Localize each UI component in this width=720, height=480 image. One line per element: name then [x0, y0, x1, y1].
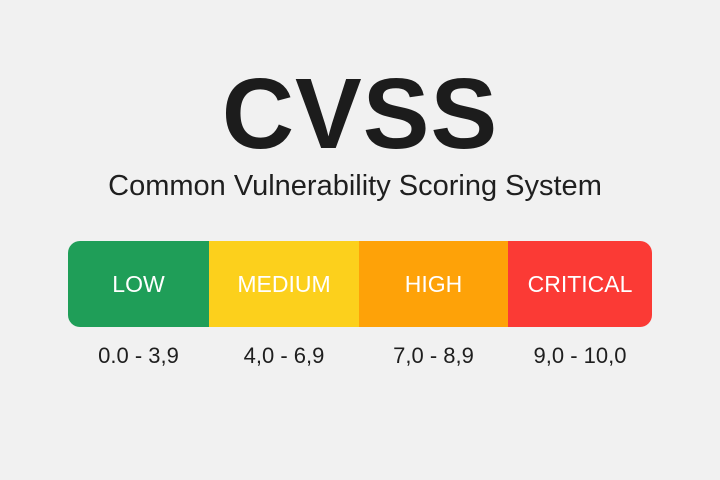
score-ranges: 0.0 - 3,9 4,0 - 6,9 7,0 - 8,9 9,0 - 10,0 [68, 340, 652, 372]
page-title: CVSS [221, 58, 499, 170]
severity-label: HIGH [404, 270, 463, 297]
severity-segment-high: HIGH [359, 241, 508, 327]
severity-scale-bar: LOW MEDIUM HIGH CRITICAL [68, 241, 652, 327]
severity-label: CRITICAL [527, 270, 633, 297]
severity-segment-low: LOW [68, 241, 209, 327]
severity-label: MEDIUM [237, 270, 331, 297]
score-range-medium: 4,0 - 6,9 [243, 343, 325, 368]
score-range-critical: 9,0 - 10,0 [533, 343, 627, 368]
severity-segment-medium: MEDIUM [209, 241, 359, 327]
severity-label: LOW [112, 270, 165, 297]
score-range-high: 7,0 - 8,9 [393, 343, 474, 368]
severity-segment-critical: CRITICAL [508, 241, 652, 327]
score-range-low: 0.0 - 3,9 [98, 343, 179, 368]
page-subtitle: Common Vulnerability Scoring System [108, 170, 602, 202]
